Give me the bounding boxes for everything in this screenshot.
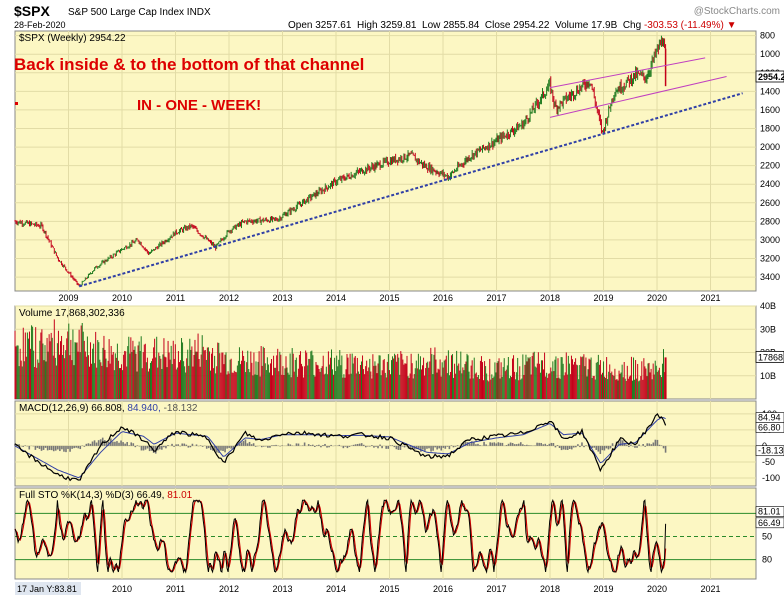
price-ytick-label: 2400 [760,179,780,189]
sto-d-line [14,498,667,573]
ohlc-summary: Open 3257.61 High 3259.81 Low 2855.84 Cl… [288,20,737,31]
sto-legend-main: Full STO %K(14,3) %D(3) 66.49, [19,490,164,501]
annotation-channel: Back inside & to the bottom of that chan… [14,55,364,74]
year-label-top: 2009 [58,293,78,303]
price-ytick-label: 1400 [760,86,780,96]
year-label-bottom: 2020 [647,584,667,594]
year-label-bottom: 2013 [272,584,292,594]
sto-legend: Full STO %K(14,3) %D(3) 66.49, 81.01 [19,490,193,501]
year-label-top: 2015 [379,293,399,303]
year-label-bottom: 2021 [701,584,721,594]
macd-legend-main: MACD(12,26,9) 66.808, [19,403,125,414]
open-label: Open [288,20,313,31]
last-price-tag-box [755,70,784,83]
macd-tag-box [755,422,784,433]
year-label-top: 2018 [540,293,560,303]
macd-ytick-label: -100 [762,473,780,483]
price-ytick-label: 2600 [760,198,780,208]
cursor-readout-box [15,582,81,595]
close-label: Close [484,20,511,31]
sto-legend-d: 81.01 [167,490,192,501]
volume-ytick-label: 30B [760,324,776,334]
year-label-top: 2011 [166,293,185,303]
volume-value: 17.9B [591,20,618,31]
year-label-bottom: 2017 [487,584,507,594]
volume-legend: Volume 17,868,302,336 [19,308,125,319]
macd-tag: 84.94 [758,413,781,423]
macd-tag-box [755,445,784,457]
sto-k-line [14,498,667,574]
price-ytick-label: 3000 [760,235,780,245]
high-value: 3259.81 [380,20,417,31]
sto-tag: 66.49 [758,518,781,528]
sto-ytick-label: 50 [762,532,772,542]
cursor-readout: 17 Jan Y:83.81 [17,584,77,594]
trend-line [78,92,743,288]
year-label-top: 2013 [272,293,292,303]
volume-ytick-label: 40B [760,301,776,311]
chart-date: 28-Feb-2020 [14,20,66,30]
price-ytick-label: 800 [760,31,775,41]
year-label-bottom: 2012 [219,584,239,594]
year-label-bottom: 2015 [379,584,399,594]
price-ytick-label: 1600 [760,105,780,115]
price-ytick-label: 3200 [760,254,780,264]
sto-ytick-label: 80 [762,555,772,565]
high-label: High [356,20,378,31]
price-ytick-label: 3400 [760,272,780,282]
price-ytick-label: 1000 [760,49,780,59]
index-name: S&P 500 Large Cap Index INDX [68,7,211,18]
chg-label: Chg [622,20,642,31]
close-value: 2954.22 [513,20,550,31]
year-label-top: 2021 [701,293,721,303]
price-ytick-label: 2200 [760,161,780,171]
year-label-top: 2019 [594,293,614,303]
volume-tag-box [755,350,784,363]
year-label-top: 2016 [433,293,453,303]
down-arrow-icon: ▼ [726,20,737,31]
year-label-top: 2020 [647,293,667,303]
price-legend: $SPX (Weekly) 2954.22 [19,33,126,44]
macd-legend: MACD(12,26,9) 66.808, 84.940, -18.132 [19,403,198,414]
macd-tag: 66.80 [758,422,781,432]
price-ytick-label: 1800 [760,124,780,134]
last-price-tag: 2954.2 [758,72,784,82]
macd-ytick-label: -50 [762,457,775,467]
year-label-bottom: 2018 [540,584,560,594]
channel-upper [549,57,706,89]
year-label-bottom: 2011 [166,584,185,594]
annotation-dot [15,102,18,105]
volume-label: Volume [554,20,589,31]
macd-legend-hist: -18.132 [164,403,198,414]
year-label-bottom: 2016 [433,584,453,594]
price-ytick-label: 2800 [760,216,780,226]
ticker-symbol: $SPX [14,3,50,19]
chg-value: -303.53 (-11.49%) [643,20,724,31]
open-value: 3257.61 [315,20,352,31]
year-label-top: 2010 [112,293,132,303]
volume-ytick-label: 10B [760,371,776,381]
year-label-bottom: 2014 [326,584,346,594]
macd-tag: -18.13 [758,446,784,456]
year-label-top: 2012 [219,293,239,303]
sto-tag: 81.01 [758,507,781,517]
stockcharts-logo: @StockCharts.com [693,6,780,17]
sto-tag-box [755,517,784,529]
channel-lower [549,76,727,118]
sto-tag-box [755,506,784,517]
price-ytick-label: 2000 [760,142,780,152]
year-label-bottom: 2019 [594,584,614,594]
low-value: 2855.84 [443,20,480,31]
low-label: Low [422,20,441,31]
volume-tag: 17868 [758,352,783,362]
annotation-one-week: IN - ONE - WEEK! [137,97,261,114]
year-label-bottom: 2010 [112,584,132,594]
macd-line [14,413,667,482]
macd-legend-signal: 84.940, [127,403,160,414]
year-label-top: 2017 [487,293,507,303]
year-label-top: 2014 [326,293,346,303]
